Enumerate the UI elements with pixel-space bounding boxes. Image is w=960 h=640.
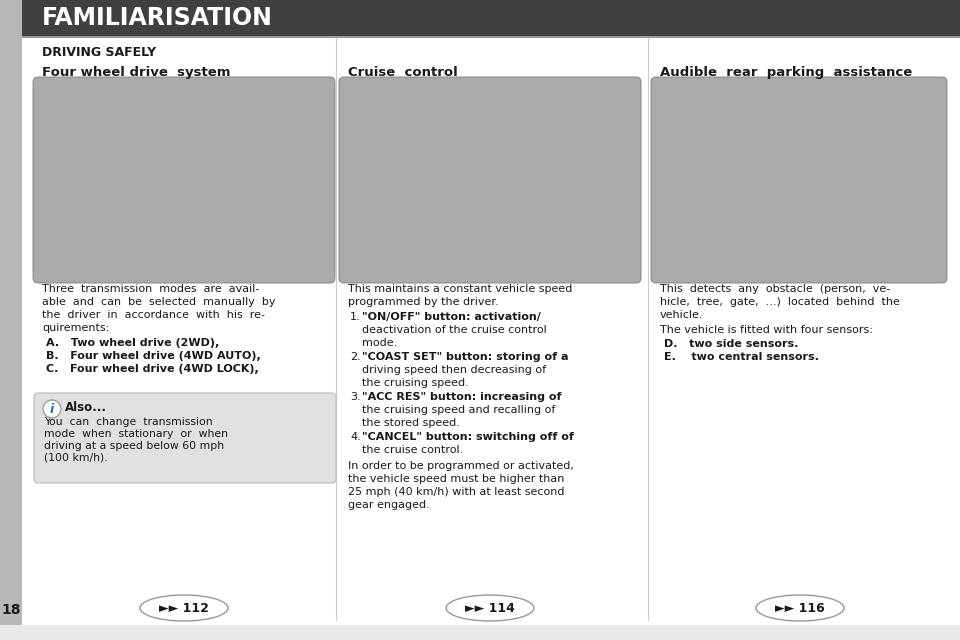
Text: This maintains a constant vehicle speed: This maintains a constant vehicle speed	[348, 284, 572, 294]
Text: FAMILIARISATION: FAMILIARISATION	[42, 6, 273, 30]
Text: Four wheel drive  system: Four wheel drive system	[42, 66, 230, 79]
Text: quirements:: quirements:	[42, 323, 109, 333]
FancyBboxPatch shape	[33, 77, 335, 283]
Text: B.   Four wheel drive (4WD AUTO),: B. Four wheel drive (4WD AUTO),	[46, 351, 261, 361]
FancyBboxPatch shape	[651, 77, 947, 283]
Text: Audible  rear  parking  assistance: Audible rear parking assistance	[660, 66, 912, 79]
Text: mode  when  stationary  or  when: mode when stationary or when	[44, 429, 228, 439]
Text: Three  transmission  modes  are  avail-: Three transmission modes are avail-	[42, 284, 259, 294]
Text: i: i	[50, 403, 54, 416]
Text: 2.: 2.	[350, 352, 361, 362]
Text: "CANCEL" button: switching off of: "CANCEL" button: switching off of	[362, 432, 574, 442]
Text: driving at a speed below 60 mph: driving at a speed below 60 mph	[44, 441, 224, 451]
Text: ►► 114: ►► 114	[465, 602, 515, 614]
Ellipse shape	[140, 595, 228, 621]
Text: the stored speed.: the stored speed.	[362, 418, 460, 428]
Text: The vehicle is fitted with four sensors:: The vehicle is fitted with four sensors:	[660, 325, 873, 335]
Text: able  and  can  be  selected  manually  by: able and can be selected manually by	[42, 297, 276, 307]
Text: 18: 18	[1, 603, 21, 617]
Text: 4.: 4.	[350, 432, 361, 442]
FancyBboxPatch shape	[0, 625, 960, 640]
FancyBboxPatch shape	[22, 0, 960, 36]
FancyBboxPatch shape	[339, 77, 641, 283]
Circle shape	[43, 400, 61, 418]
Text: ►► 112: ►► 112	[159, 602, 209, 614]
Text: the cruising speed and recalling of: the cruising speed and recalling of	[362, 405, 556, 415]
FancyBboxPatch shape	[0, 0, 22, 640]
Text: 3.: 3.	[350, 392, 361, 402]
Text: gear engaged.: gear engaged.	[348, 500, 430, 510]
Text: the cruising speed.: the cruising speed.	[362, 378, 468, 388]
Text: deactivation of the cruise control: deactivation of the cruise control	[362, 325, 547, 335]
FancyBboxPatch shape	[22, 36, 960, 38]
Text: D.   two side sensors.: D. two side sensors.	[664, 339, 799, 349]
Text: "ON/OFF" button: activation/: "ON/OFF" button: activation/	[362, 312, 540, 322]
Text: "COAST SET" button: storing of a: "COAST SET" button: storing of a	[362, 352, 568, 362]
Text: A.   Two wheel drive (2WD),: A. Two wheel drive (2WD),	[46, 338, 219, 348]
Text: the vehicle speed must be higher than: the vehicle speed must be higher than	[348, 474, 564, 484]
Text: driving speed then decreasing of: driving speed then decreasing of	[362, 365, 546, 375]
Text: mode.: mode.	[362, 338, 397, 348]
Text: You  can  change  transmission: You can change transmission	[44, 417, 212, 427]
Text: DRIVING SAFELY: DRIVING SAFELY	[42, 45, 156, 58]
Text: the  driver  in  accordance  with  his  re-: the driver in accordance with his re-	[42, 310, 265, 320]
FancyBboxPatch shape	[34, 393, 336, 483]
Text: programmed by the driver.: programmed by the driver.	[348, 297, 498, 307]
Text: vehicle.: vehicle.	[660, 310, 704, 320]
Text: In order to be programmed or activated,: In order to be programmed or activated,	[348, 461, 574, 471]
Text: "ACC RES" button: increasing of: "ACC RES" button: increasing of	[362, 392, 562, 402]
Ellipse shape	[446, 595, 534, 621]
Text: hicle,  tree,  gate,  ...)  located  behind  the: hicle, tree, gate, ...) located behind t…	[660, 297, 900, 307]
Text: the cruise control.: the cruise control.	[362, 445, 464, 455]
FancyBboxPatch shape	[22, 0, 960, 640]
Text: C.   Four wheel drive (4WD LOCK),: C. Four wheel drive (4WD LOCK),	[46, 364, 259, 374]
Text: 25 mph (40 km/h) with at least second: 25 mph (40 km/h) with at least second	[348, 487, 564, 497]
Text: E.    two central sensors.: E. two central sensors.	[664, 352, 819, 362]
Text: Cruise  control: Cruise control	[348, 66, 458, 79]
Text: ►► 116: ►► 116	[775, 602, 825, 614]
Text: Also...: Also...	[65, 401, 107, 414]
Ellipse shape	[756, 595, 844, 621]
Text: 1.: 1.	[350, 312, 361, 322]
Text: (100 km/h).: (100 km/h).	[44, 453, 108, 463]
Text: This  detects  any  obstacle  (person,  ve-: This detects any obstacle (person, ve-	[660, 284, 890, 294]
